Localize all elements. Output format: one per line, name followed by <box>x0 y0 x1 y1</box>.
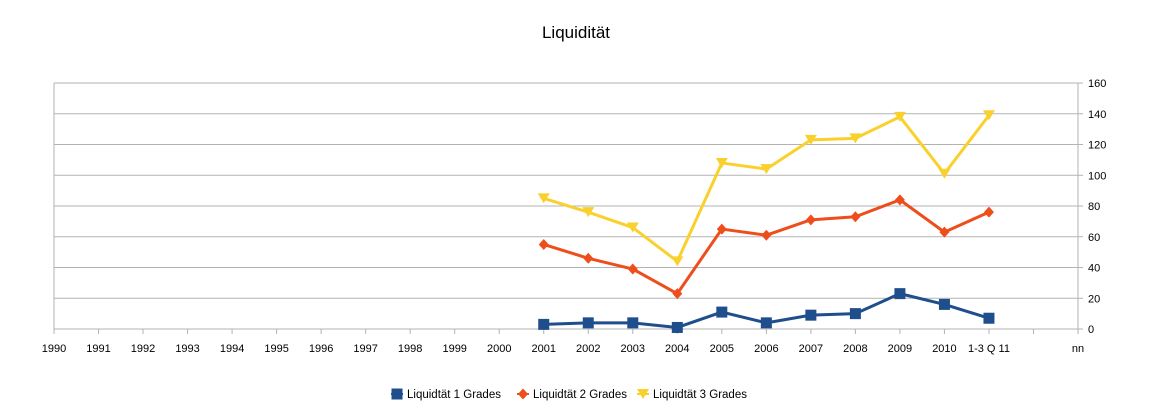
data-point <box>760 164 773 175</box>
data-point <box>983 312 995 324</box>
legend-item: Liquidtät 2 Grades <box>517 388 627 401</box>
legend-label: Liquidtät 3 Grades <box>653 389 747 401</box>
series-2 <box>538 194 994 300</box>
y-tick-label: 120 <box>1088 140 1106 152</box>
legend-label: Liquidtät 2 Grades <box>533 389 627 401</box>
data-point <box>893 111 906 122</box>
chart-title: Liquidität <box>542 23 610 42</box>
data-point <box>715 157 728 168</box>
data-point <box>982 110 995 121</box>
x-tick-label: 1991 <box>86 343 110 355</box>
x-tick-label: 2007 <box>799 343 823 355</box>
data-point <box>939 226 950 238</box>
x-tick-label: 1990 <box>42 343 66 355</box>
legend-label: Liquidtät 1 Grades <box>407 389 501 401</box>
data-point <box>894 194 905 206</box>
data-point <box>671 321 683 333</box>
y-tick-label: 160 <box>1088 78 1106 90</box>
data-point <box>894 288 906 300</box>
x-tick-label: 2008 <box>843 343 867 355</box>
data-point <box>938 168 951 179</box>
x-tick-label: 1994 <box>220 343 244 355</box>
y-tick-label: 0 <box>1088 324 1094 336</box>
x-tick-label: nn <box>1072 343 1084 355</box>
x-tick-label: 2006 <box>754 343 778 355</box>
data-point <box>760 317 772 329</box>
data-point <box>805 214 816 226</box>
data-point <box>627 317 639 329</box>
legend-item: Liquidtät 3 Grades <box>637 389 747 401</box>
data-point <box>849 133 862 144</box>
x-tick-label: 2003 <box>621 343 645 355</box>
data-point <box>983 206 994 218</box>
x-tick-label: 1993 <box>175 343 199 355</box>
data-point <box>671 256 684 267</box>
series-1 <box>538 288 995 333</box>
data-point <box>626 222 639 233</box>
x-tick-label: 2009 <box>888 343 912 355</box>
data-point <box>804 134 817 145</box>
x-tick-label: 1992 <box>131 343 155 355</box>
axes <box>53 82 1083 334</box>
data-point <box>627 263 638 275</box>
y-tick-label: 60 <box>1088 232 1100 244</box>
y-tick-label: 140 <box>1088 109 1106 121</box>
legend-item: Liquidtät 1 Grades <box>391 388 501 401</box>
data-point <box>672 288 683 300</box>
legend-marker <box>637 389 649 399</box>
legend-marker <box>391 388 403 400</box>
x-tick-labels: 1990 1991 1992 1993 1994 1995 1996 1997 1998 1999… <box>42 343 1084 355</box>
data-point <box>538 238 549 250</box>
data-point <box>938 298 950 310</box>
data-point <box>582 207 595 218</box>
x-tick-label: 1996 <box>309 343 333 355</box>
y-tick-labels: 0 20 40 60 80 100 120 140 160 <box>1088 78 1106 336</box>
y-tick-label: 100 <box>1088 170 1106 182</box>
x-tick-label: 1997 <box>353 343 377 355</box>
data-point <box>805 309 817 321</box>
x-tick-label: 2000 <box>487 343 511 355</box>
x-tick-label: 1-3 Q 11 <box>968 343 1010 355</box>
x-tick-label: 2002 <box>576 343 600 355</box>
data-point <box>537 193 550 204</box>
data-point <box>850 211 861 223</box>
x-tick-label: 1998 <box>398 343 422 355</box>
data-point <box>849 308 861 320</box>
x-tick-label: 1999 <box>442 343 466 355</box>
data-point <box>761 229 772 241</box>
y-tick-label: 20 <box>1088 293 1100 305</box>
data-point <box>716 306 728 318</box>
x-tick-label: 2001 <box>531 343 555 355</box>
series-line <box>543 198 990 296</box>
data-point <box>582 317 594 329</box>
data-point <box>538 318 550 330</box>
data-point <box>583 252 594 264</box>
x-tick-label: 1995 <box>264 343 288 355</box>
data-point <box>716 223 727 235</box>
y-tick-label: 80 <box>1088 201 1100 213</box>
legend-marker <box>518 388 528 400</box>
x-tick-label: 2004 <box>665 343 689 355</box>
series <box>537 110 995 333</box>
series-3 <box>537 110 995 267</box>
legend: Liquidtät 1 Grades Liquidtät 2 Grades Liqu… <box>391 388 747 401</box>
y-tick-label: 40 <box>1088 263 1100 275</box>
x-tick-label: 2005 <box>710 343 734 355</box>
x-tick-label: 2010 <box>932 343 956 355</box>
